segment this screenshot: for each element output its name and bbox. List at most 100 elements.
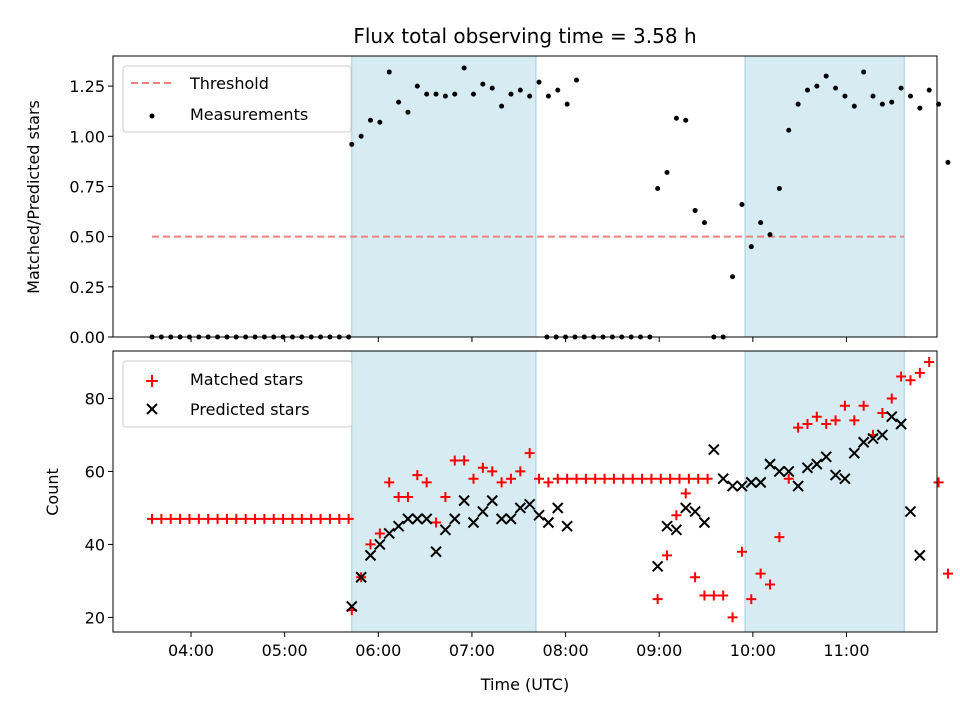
y-tick-label: 1.00 <box>69 127 105 146</box>
matched-star-point <box>896 371 907 382</box>
matched-star-point <box>324 513 335 524</box>
matched-star-point <box>184 513 195 524</box>
matched-star-point <box>746 594 757 605</box>
measurement-point <box>898 85 904 91</box>
predicted-star-point <box>514 502 527 514</box>
predicted-star-point <box>895 418 907 430</box>
matched-star-point <box>449 455 460 466</box>
chart-title: Flux total observing time = 3.58 h <box>353 24 696 48</box>
top-shaded-intervals <box>351 56 905 337</box>
matched-star-point <box>802 418 813 429</box>
predicted-star-point <box>552 502 564 514</box>
matched-star-point <box>334 513 345 524</box>
measurement-point <box>767 232 773 238</box>
matched-star-point <box>736 546 747 557</box>
matched-star-point <box>543 477 554 488</box>
x-tick-label: 07:00 <box>449 641 495 660</box>
matched-star-point <box>783 473 794 484</box>
matched-star-point <box>287 513 298 524</box>
matched-star-point <box>599 473 610 484</box>
predicted-star-point <box>904 505 917 518</box>
y-tick-label: 60 <box>85 462 105 481</box>
predicted-stars-series <box>346 410 926 613</box>
bottom-y-axis-label: Count <box>43 468 62 516</box>
measurement-point <box>814 83 820 89</box>
y-tick-label: 0.75 <box>69 177 105 196</box>
matched-star-point <box>755 568 766 579</box>
predicted-star-point <box>495 513 508 525</box>
predicted-star-point <box>773 465 786 478</box>
matched-star-point <box>905 375 916 386</box>
bottom-panel: 20 40 60 80 04:00 05:00 06:00 07:00 08:00 09:00 1… <box>43 350 953 694</box>
bottom-legend-box <box>122 360 353 428</box>
predicted-star-point <box>754 476 767 489</box>
matched-star-point <box>468 473 479 484</box>
measurements-series <box>149 65 951 340</box>
measurement-point <box>414 83 420 89</box>
matched-star-point <box>147 513 158 524</box>
matched-star-point <box>811 411 822 422</box>
predicted-star-point <box>670 524 683 536</box>
measurement-point <box>683 117 689 123</box>
measurement-point <box>945 159 951 165</box>
x-tick-label: 11:00 <box>823 641 869 660</box>
bottom-y-ticks: 20 40 60 80 <box>85 389 113 627</box>
matched-star-point <box>637 473 648 484</box>
matched-star-point <box>562 473 573 484</box>
predicted-star-point <box>914 549 926 562</box>
matched-star-point <box>193 513 204 524</box>
measurement-point <box>776 185 782 191</box>
predicted-star-point <box>477 505 489 518</box>
y-tick-label: 80 <box>85 389 105 408</box>
measurement-point <box>461 65 467 71</box>
matched-star-point <box>699 590 710 601</box>
measurement-point <box>555 87 561 93</box>
y-tick-label: 0.25 <box>69 278 105 297</box>
matched-star-point <box>652 594 663 605</box>
matched-star-point <box>942 568 953 579</box>
matched-star-point <box>534 473 545 484</box>
matched-star-point <box>933 477 944 488</box>
legend-predicted-swatch <box>146 403 158 415</box>
legend-threshold-label: Threshold <box>189 74 269 93</box>
predicted-star-point <box>857 436 870 448</box>
measurement-point <box>851 103 857 109</box>
matched-star-point <box>278 513 289 524</box>
predicted-star-point <box>839 473 851 485</box>
predicted-star-point <box>867 432 879 445</box>
matched-star-point <box>849 415 860 426</box>
matched-star-point <box>627 473 638 484</box>
predicted-star-point <box>402 513 414 525</box>
matched-star-point <box>690 572 701 583</box>
matched-star-point <box>421 477 432 488</box>
matched-star-point <box>683 473 694 484</box>
predicted-star-point <box>680 502 692 514</box>
legend-measurements-label: Measurements <box>190 105 308 124</box>
legend-matched-label: Matched stars <box>190 370 303 389</box>
measurement-point <box>452 91 458 97</box>
matched-star-point <box>296 513 307 524</box>
measurement-point <box>907 93 913 99</box>
predicted-star-point <box>439 524 452 536</box>
x-tick-label: 05:00 <box>262 641 308 660</box>
measurement-point <box>508 91 514 97</box>
matched-star-point <box>431 517 442 528</box>
measurement-point <box>842 93 848 99</box>
predicted-star-point <box>745 476 757 489</box>
matched-star-point <box>924 356 935 367</box>
matched-star-point <box>608 473 619 484</box>
y-tick-label: 0.00 <box>69 328 105 347</box>
measurement-point <box>536 79 542 85</box>
matched-star-point <box>402 491 413 502</box>
matched-star-point <box>306 513 317 524</box>
measurement-point <box>879 101 885 107</box>
matched-star-point <box>552 473 563 484</box>
top-legend: Threshold Measurements <box>122 65 352 133</box>
measurement-point <box>786 127 792 133</box>
matched-star-point <box>165 513 176 524</box>
measurement-point <box>396 99 402 105</box>
y-tick-label: 20 <box>85 608 105 627</box>
predicted-star-point <box>486 494 498 507</box>
predicted-star-point <box>364 549 377 562</box>
